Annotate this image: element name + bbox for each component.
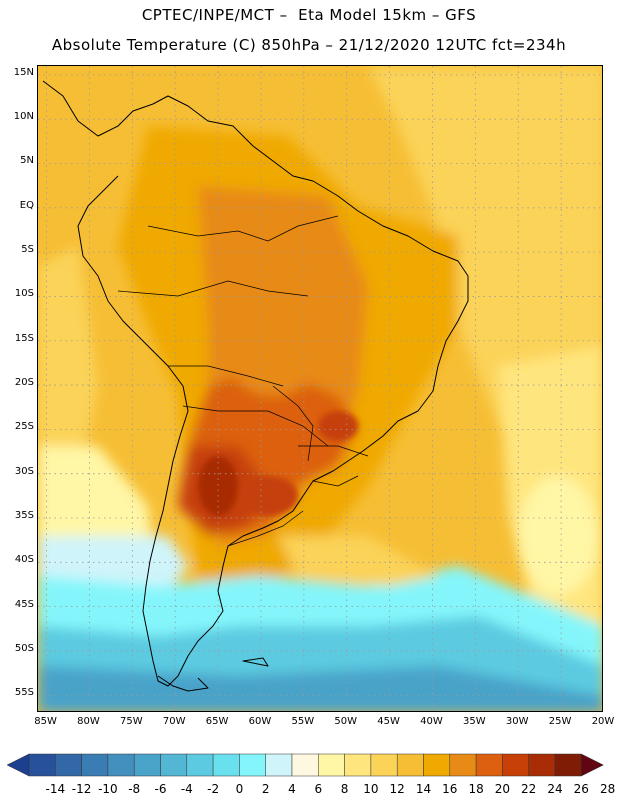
colorbar-swatch <box>133 753 161 777</box>
colorbar-swatch <box>502 753 529 777</box>
colorbar-tick-label: 4 <box>288 782 296 796</box>
latitude-label: 10N <box>13 111 34 123</box>
colorbar-tick-label: 14 <box>415 782 432 796</box>
colorbar-swatch <box>344 753 372 777</box>
colorbar-swatch <box>291 753 319 777</box>
colorbar-swatch <box>449 753 477 777</box>
temperature-colorbar <box>6 753 604 777</box>
longitude-label: 20W <box>591 716 615 727</box>
longitude-label: 75W <box>120 716 143 727</box>
colorbar-swatch <box>212 753 240 777</box>
colorbar-max-arrow <box>581 753 604 777</box>
colorbar-tick-label: -6 <box>154 782 167 796</box>
colorbar-swatch <box>160 753 188 777</box>
colorbar-tick-label: -12 <box>71 782 92 796</box>
colorbar-tick-label: -8 <box>128 782 141 796</box>
latitude-label: 15S <box>14 332 34 344</box>
colorbar-tick-label: 10 <box>363 782 379 796</box>
colorbar-tick-label: 20 <box>494 782 511 796</box>
colorbar-swatch <box>81 753 109 777</box>
colorbar-tick-label: 6 <box>314 782 323 796</box>
temperature-map <box>37 65 603 712</box>
colorbar-swatch <box>28 753 56 777</box>
longitude-label: 30W <box>505 716 529 727</box>
longitude-label: 40W <box>420 716 443 727</box>
latitude-label: 5N <box>20 155 34 167</box>
longitude-label: 70W <box>162 716 186 727</box>
longitude-label: 65W <box>205 716 229 727</box>
colorbar-tick-label: -10 <box>98 782 118 796</box>
latitude-label: 20S <box>14 377 34 389</box>
longitude-label: 85W <box>34 716 57 727</box>
colorbar-swatch <box>370 753 398 777</box>
latitude-label: 10S <box>14 288 34 300</box>
colorbar-tick-label: 26 <box>573 782 589 796</box>
latitude-label: 25S <box>14 421 34 433</box>
colorbar-tick-label: 8 <box>340 782 349 796</box>
longitude-label: 50W <box>334 716 358 727</box>
colorbar-swatch <box>318 753 345 777</box>
longitude-label: 55W <box>291 716 315 727</box>
colorbar-swatch <box>239 753 266 777</box>
colorbar-swatch <box>396 753 424 777</box>
map-title-line-1: CPTEC/INPE/MCT – Eta Model 15km – GFS <box>141 6 477 24</box>
graticule <box>38 66 602 711</box>
colorbar-tick-label: 16 <box>442 782 458 796</box>
colorbar-swatch <box>423 753 451 777</box>
latitude-label: 55S <box>14 687 34 699</box>
latitude-label: 45S <box>14 598 34 610</box>
colorbar-swatch <box>554 753 582 777</box>
latitude-label: 50S <box>14 642 34 654</box>
longitude-label: 35W <box>463 716 486 727</box>
colorbar-tick-label: 24 <box>547 782 563 796</box>
colorbar-swatch <box>55 753 82 777</box>
colorbar-swatch <box>528 753 556 777</box>
colorbar-tick-label: 0 <box>235 782 244 796</box>
colorbar-min-arrow <box>6 753 30 777</box>
colorbar-swatch <box>475 753 503 777</box>
colorbar-tick-label: 28 <box>599 782 616 796</box>
colorbar-tick-label: -4 <box>180 782 193 796</box>
longitude-label: 45W <box>377 716 400 727</box>
colorbar-tick-label: -2 <box>207 782 220 796</box>
latitude-label: 30S <box>14 465 34 477</box>
colorbar-swatch <box>265 753 293 777</box>
colorbar-tick-label: 12 <box>389 782 405 796</box>
colorbar-swatch <box>107 753 135 777</box>
latitude-label: 35S <box>14 510 34 521</box>
latitude-label: 5S <box>21 244 34 256</box>
country-borders <box>117 215 369 547</box>
longitude-label: 25W <box>548 716 572 727</box>
temperature-field <box>38 66 602 711</box>
colorbar-swatch <box>186 753 214 777</box>
colorbar-tick-label: -14 <box>45 782 66 796</box>
colorbar-tick-label: 18 <box>468 782 484 796</box>
colorbar-tick-label: 2 <box>261 782 270 796</box>
latitude-label: 15N <box>13 66 34 78</box>
latitude-label: EQ <box>19 199 34 211</box>
colorbar-tick-label: 22 <box>521 782 537 796</box>
longitude-label: 80W <box>77 716 100 727</box>
latitude-label: 40S <box>14 554 34 566</box>
temperature-detail <box>198 411 358 516</box>
temperature-shading <box>38 66 602 711</box>
longitude-label: 60W <box>248 716 272 727</box>
map-title-line-2: Absolute Temperature (C) 850hPa – 21/12/… <box>51 36 567 54</box>
